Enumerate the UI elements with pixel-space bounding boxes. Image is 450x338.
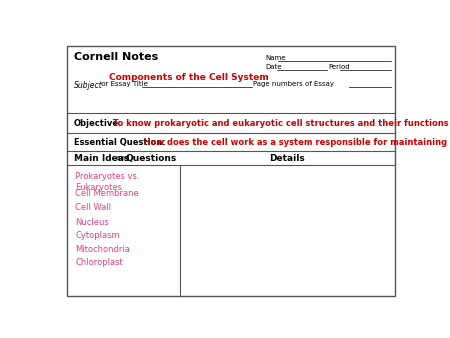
Text: Questions: Questions xyxy=(125,154,176,163)
Text: How does the cell work as a system responsible for maintaining life?: How does the cell work as a system respo… xyxy=(138,138,450,147)
Text: To know prokaryotic and eukaryotic cell structures and their functions: To know prokaryotic and eukaryotic cell … xyxy=(107,119,449,128)
Text: Cell Wall: Cell Wall xyxy=(76,203,112,212)
Text: Page numbers of Essay: Page numbers of Essay xyxy=(253,81,334,87)
Text: Period: Period xyxy=(328,64,350,70)
Text: Essential Question:: Essential Question: xyxy=(74,138,165,147)
Text: Details: Details xyxy=(269,154,305,163)
Text: Subject: Subject xyxy=(74,81,103,90)
Text: or Essay Title: or Essay Title xyxy=(99,81,148,87)
Text: Nucleus: Nucleus xyxy=(76,218,109,226)
Text: Name: Name xyxy=(266,55,286,61)
Text: Components of the Cell System: Components of the Cell System xyxy=(109,73,269,82)
Text: Cornell Notes: Cornell Notes xyxy=(74,52,158,62)
Text: Objective:: Objective: xyxy=(74,119,122,128)
Text: Mitochondria: Mitochondria xyxy=(76,245,130,254)
Text: Date: Date xyxy=(266,64,282,70)
Text: Chloroplast: Chloroplast xyxy=(76,258,123,267)
Text: Prokaryotes vs.
Eukaryotes: Prokaryotes vs. Eukaryotes xyxy=(76,172,140,192)
Text: Cytoplasm: Cytoplasm xyxy=(76,231,120,240)
Text: Main Ideas: Main Ideas xyxy=(74,154,129,163)
Text: and: and xyxy=(114,155,131,161)
Text: Cell Membrane: Cell Membrane xyxy=(76,189,139,198)
